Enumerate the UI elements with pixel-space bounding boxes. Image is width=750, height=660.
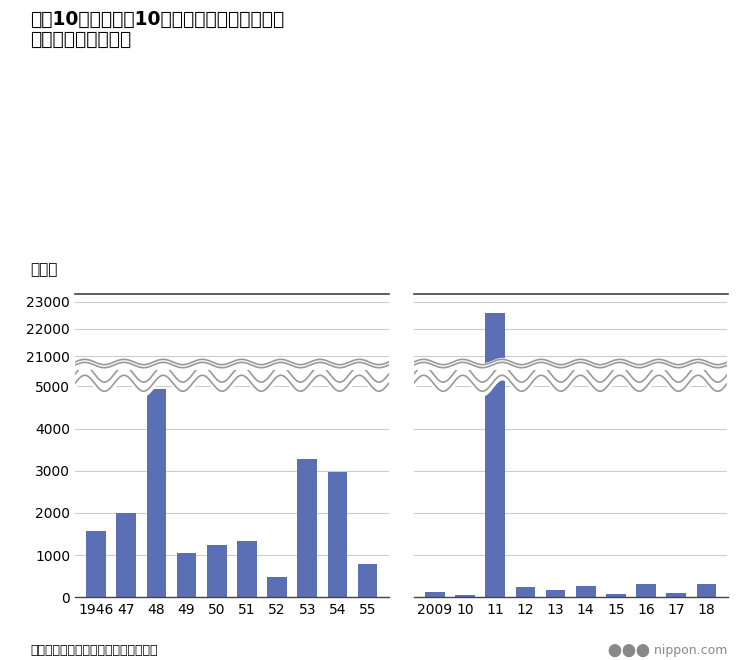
Bar xyxy=(328,472,347,597)
Text: （人）: （人） xyxy=(30,262,57,277)
Bar xyxy=(116,513,136,597)
Bar xyxy=(147,389,166,597)
Bar xyxy=(177,553,197,597)
Bar xyxy=(358,564,377,597)
Bar xyxy=(455,595,475,597)
Bar xyxy=(697,584,716,597)
Bar xyxy=(207,545,226,597)
Bar xyxy=(546,590,566,597)
Bar xyxy=(298,459,317,597)
Bar xyxy=(606,595,625,597)
Bar xyxy=(667,593,686,597)
Bar xyxy=(485,0,505,597)
Bar xyxy=(237,541,256,597)
Bar xyxy=(636,584,656,597)
Bar xyxy=(267,577,287,597)
Bar xyxy=(86,531,106,597)
Text: 死者・行方不明者数: 死者・行方不明者数 xyxy=(30,30,131,49)
Bar xyxy=(485,313,505,660)
Bar xyxy=(576,586,596,597)
Bar xyxy=(425,592,445,597)
Text: ⬤⬤⬤ nippon.com: ⬤⬤⬤ nippon.com xyxy=(608,644,728,657)
Bar xyxy=(515,587,535,597)
Text: 戦後10年間と最近10年間の自然災害における: 戦後10年間と最近10年間の自然災害における xyxy=(30,10,284,29)
Text: 出所：内閣府「令和元年版防災白書」: 出所：内閣府「令和元年版防災白書」 xyxy=(30,644,158,657)
